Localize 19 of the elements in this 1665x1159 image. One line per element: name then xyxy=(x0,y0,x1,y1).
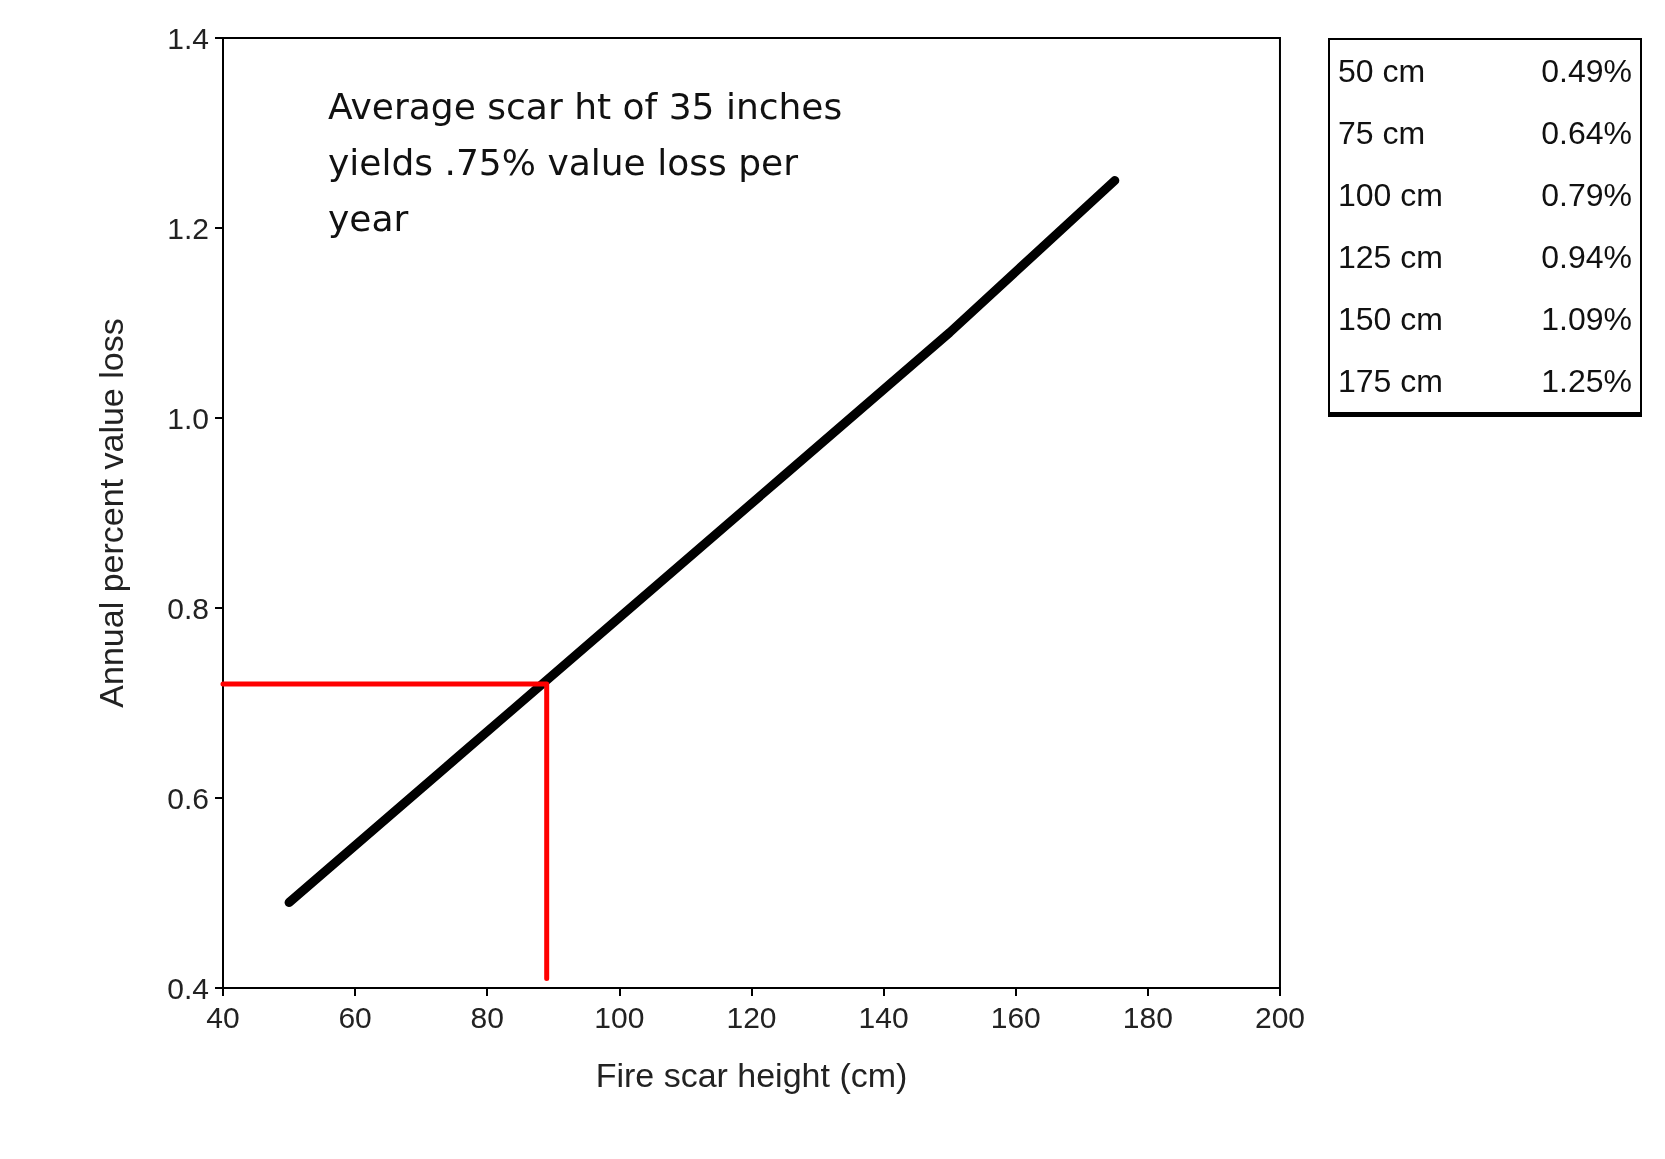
x-tick-label: 120 xyxy=(726,1000,777,1034)
y-tick-label: 0.4 xyxy=(167,971,209,1005)
x-axis-title: Fire scar height (cm) xyxy=(595,1056,908,1094)
y-tick-label: 0.6 xyxy=(167,781,209,815)
x-tick-label: 80 xyxy=(470,1000,504,1034)
y-axis-title: Annual percent value loss xyxy=(92,318,130,708)
x-tick-label: 40 xyxy=(206,1000,240,1034)
x-tick-label: 180 xyxy=(1122,1000,1173,1034)
y-tick-label: 1.4 xyxy=(167,21,209,55)
y-tick-label: 1.2 xyxy=(167,211,209,245)
x-tick-label: 60 xyxy=(338,1000,372,1034)
y-tick-label: 1.0 xyxy=(167,401,209,435)
annotation: Average scar ht of 35 inches yields .75% value loss per year xyxy=(328,85,854,239)
value-table: 50 cm 0.49% 75 cm 0.64% 100 cm 0.79% 125 cm 0.94% 150 cm 1.09% 175 cm 1.25% xyxy=(1328,38,1642,417)
x-tick-label: 140 xyxy=(858,1000,909,1034)
y-tick-label: 0.8 xyxy=(167,591,209,625)
x-tick-label: 160 xyxy=(990,1000,1041,1034)
x-tick-label: 100 xyxy=(594,1000,645,1034)
x-tick-label: 200 xyxy=(1254,1000,1305,1034)
